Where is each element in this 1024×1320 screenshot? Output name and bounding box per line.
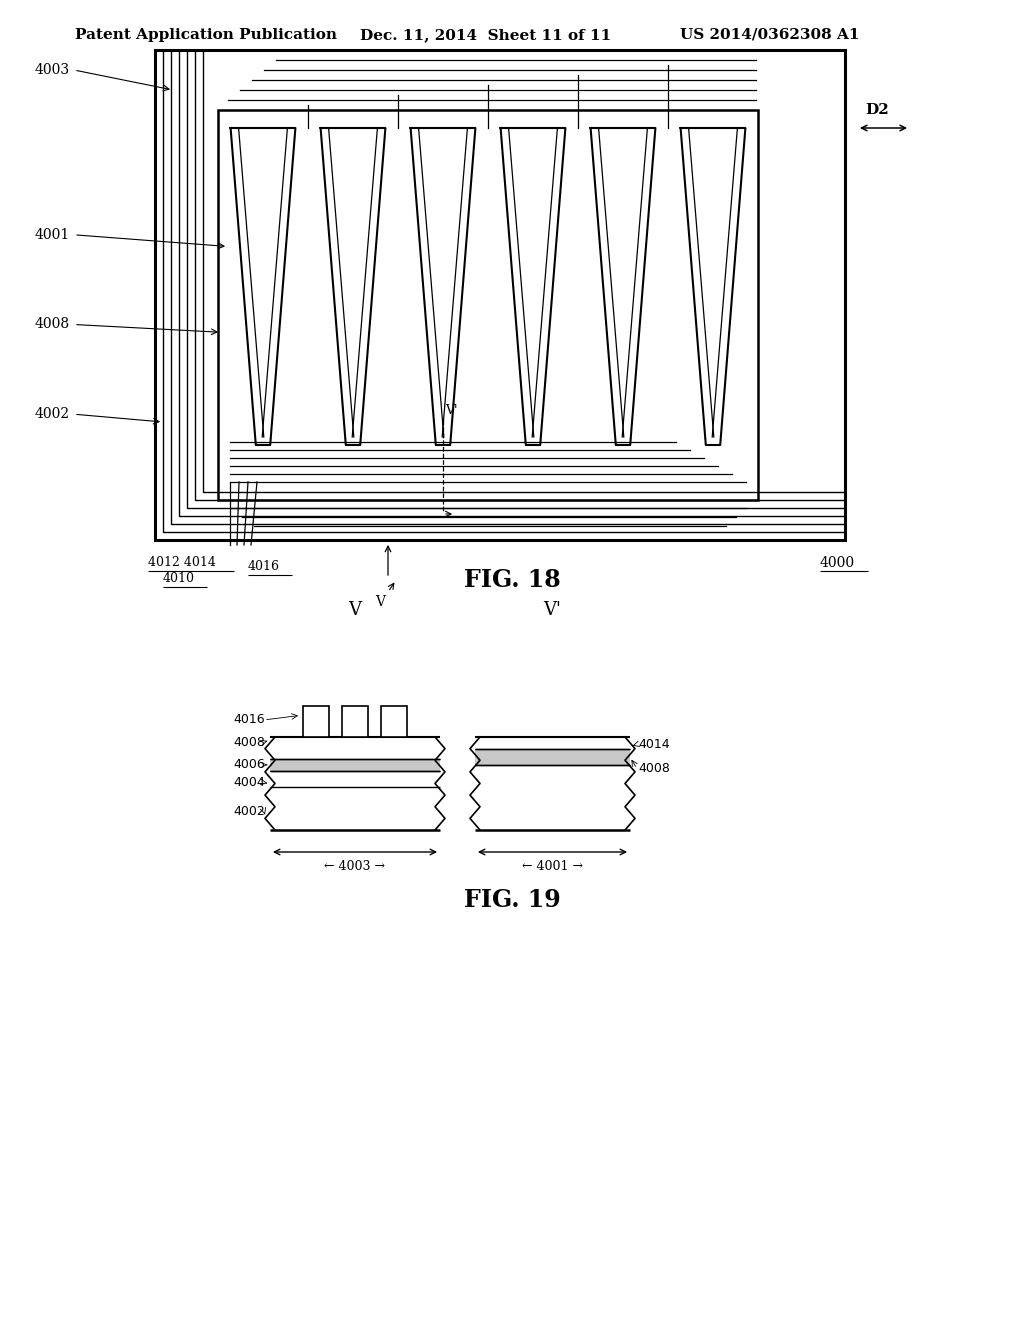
Bar (381, 706, 407, 737)
Text: 4004: 4004 (233, 776, 265, 789)
Text: FIG. 18: FIG. 18 (464, 568, 560, 591)
Bar (218, 110, 758, 500)
Text: 4012 4014: 4012 4014 (148, 557, 216, 569)
Text: 4002: 4002 (35, 407, 70, 421)
Bar (179, 50, 845, 516)
Bar (171, 50, 845, 524)
Text: 4001: 4001 (35, 228, 70, 242)
Bar (475, 750, 630, 764)
Text: V: V (375, 595, 385, 609)
Text: 4008: 4008 (35, 318, 70, 331)
Text: 4006: 4006 (233, 759, 265, 771)
Bar (270, 759, 440, 771)
Text: US 2014/0362308 A1: US 2014/0362308 A1 (680, 28, 859, 42)
Text: 4010: 4010 (163, 573, 195, 586)
Bar (195, 50, 845, 500)
Bar (303, 706, 329, 737)
Text: 4003: 4003 (35, 63, 70, 77)
Bar (163, 50, 845, 532)
Bar (155, 50, 845, 540)
Text: FIG. 19: FIG. 19 (464, 888, 560, 912)
Text: V': V' (544, 601, 561, 619)
Text: ← 4003 →: ← 4003 → (325, 859, 385, 873)
Text: V': V' (445, 404, 458, 417)
Text: 4016: 4016 (248, 561, 280, 573)
Bar (187, 50, 845, 508)
Text: 4000: 4000 (820, 556, 855, 570)
Text: ← 4001 →: ← 4001 → (522, 859, 583, 873)
Text: 4016: 4016 (233, 713, 265, 726)
Text: V: V (348, 601, 361, 619)
Bar (203, 50, 845, 492)
Text: 4008: 4008 (233, 735, 265, 748)
Text: 4002: 4002 (233, 805, 265, 818)
Text: Patent Application Publication: Patent Application Publication (75, 28, 337, 42)
Text: D2: D2 (865, 103, 889, 117)
Bar (342, 706, 368, 737)
Text: 4014: 4014 (638, 738, 670, 751)
Text: Dec. 11, 2014  Sheet 11 of 11: Dec. 11, 2014 Sheet 11 of 11 (360, 28, 611, 42)
Text: 4008: 4008 (638, 763, 670, 775)
